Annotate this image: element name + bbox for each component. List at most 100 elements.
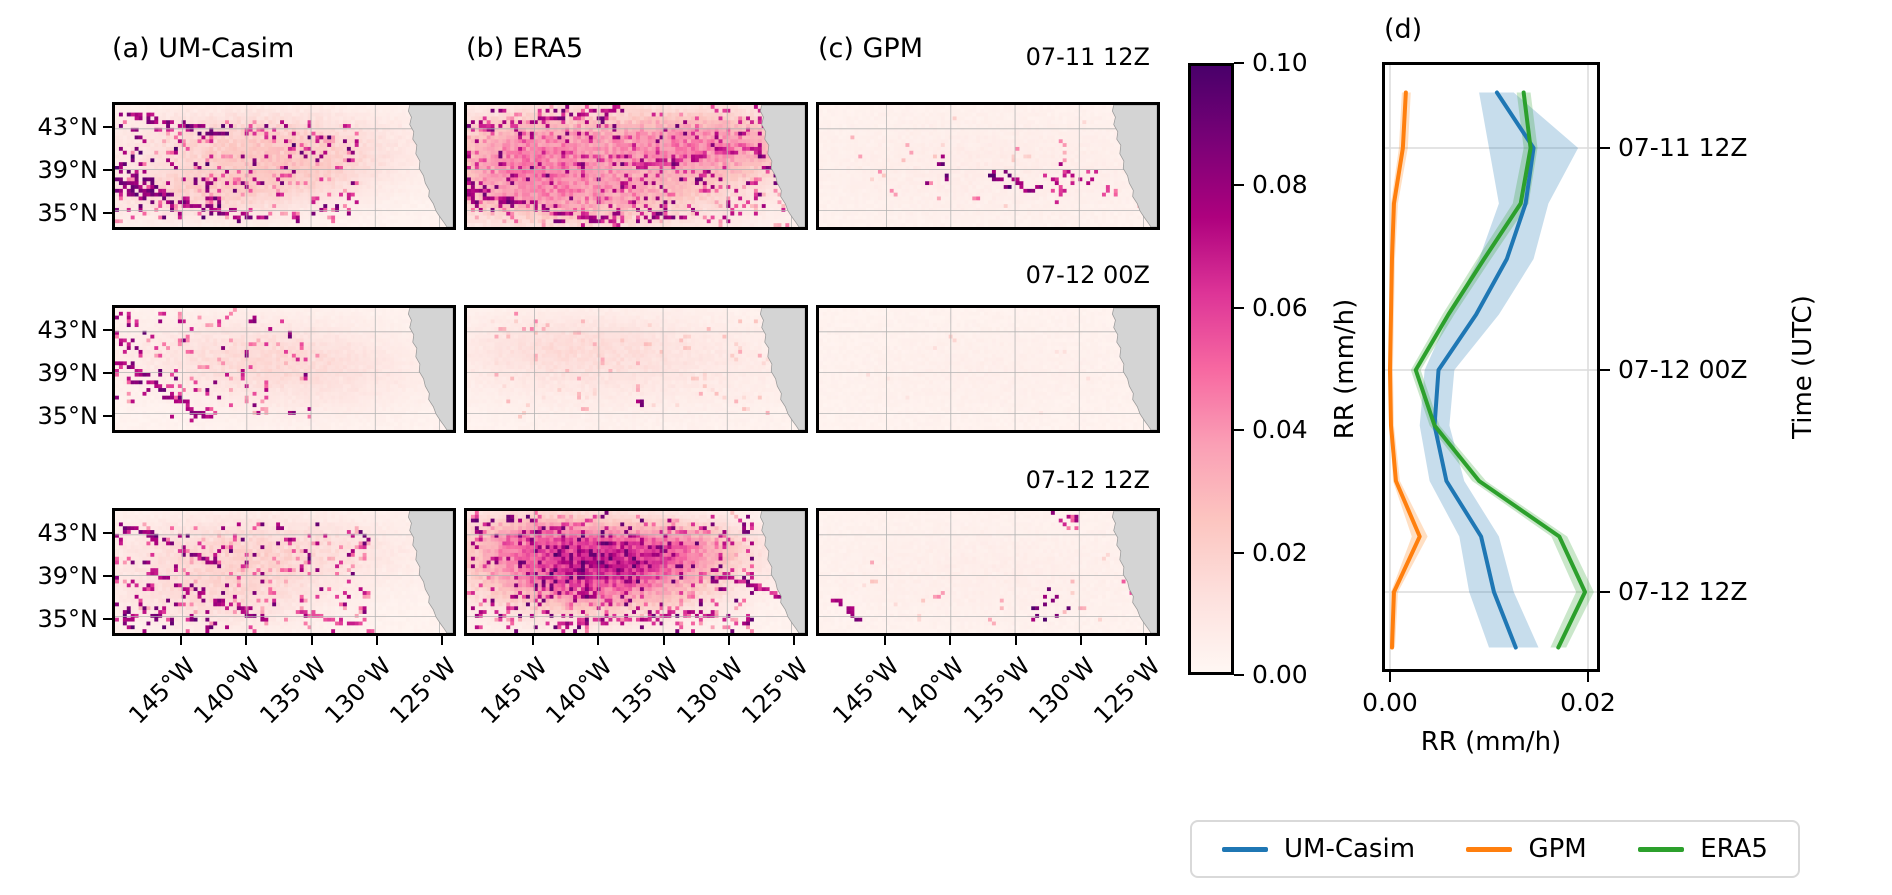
lon-tick — [793, 636, 796, 645]
lat-tick — [103, 414, 112, 417]
panel-d-ylabel: Time (UTC) — [1788, 295, 1818, 439]
map-panel-a-row1 — [112, 102, 456, 230]
panel-d-y-tick-label: 07-11 12Z — [1618, 133, 1748, 162]
precipitation-map-canvas — [467, 308, 805, 430]
colorbar-tick — [1234, 184, 1244, 187]
precipitation-map-canvas — [467, 511, 805, 633]
colorbar-tick — [1234, 551, 1244, 554]
colorbar-tick — [1234, 674, 1244, 676]
lat-tick-label: 39°N — [37, 358, 99, 387]
legend-entry-UM-Casim: UM-Casim — [1222, 834, 1415, 864]
colorbar-label: RR (mm/h) — [1330, 298, 1360, 440]
lat-tick — [103, 168, 112, 171]
lon-tick — [531, 636, 534, 645]
row-1-time-label: 07-11 12Z — [1025, 43, 1150, 71]
panel-d-x-tick — [1389, 672, 1391, 682]
map-panel-a-row2 — [112, 305, 456, 433]
lon-tick — [375, 636, 378, 645]
precipitation-map-canvas — [467, 105, 805, 227]
lat-tick — [103, 617, 112, 620]
precipitation-map-canvas — [115, 308, 453, 430]
panel-d-y-tick-label: 07-12 12Z — [1618, 577, 1748, 606]
colorbar-tick-label: 0.00 — [1252, 660, 1308, 689]
panel-a-title: (a) UM-Casim — [112, 33, 295, 64]
lat-tick — [103, 125, 112, 128]
lon-tick — [597, 636, 600, 645]
legend-entry-GPM: GPM — [1466, 834, 1587, 864]
lon-tick — [949, 636, 952, 645]
colorbar-tick-label: 0.08 — [1252, 170, 1308, 200]
map-panel-c-row3 — [816, 508, 1160, 636]
map-panel-c-row1 — [816, 102, 1160, 230]
lon-tick — [1079, 636, 1082, 645]
row-2-time-label: 07-12 00Z — [1025, 261, 1150, 289]
map-panel-c-row2 — [816, 305, 1160, 433]
uncertainty-band-UM-Casim — [1419, 92, 1579, 648]
colorbar-tick-label: 0.04 — [1252, 415, 1308, 445]
panel-d-plot — [1382, 62, 1600, 672]
colorbar — [1188, 63, 1234, 675]
legend-entry-label: GPM — [1528, 834, 1587, 864]
lat-tick-label: 35°N — [37, 401, 99, 430]
precipitation-map-canvas — [819, 105, 1157, 227]
legend-line-sample — [1222, 846, 1268, 852]
colorbar-tick-label: 0.02 — [1252, 537, 1308, 567]
lat-tick — [103, 211, 112, 214]
lat-tick — [103, 371, 112, 374]
lon-tick — [727, 636, 730, 645]
lat-tick-label: 43°N — [37, 315, 99, 344]
lon-tick — [441, 636, 444, 645]
lat-tick-label: 35°N — [37, 198, 99, 227]
lat-tick — [103, 531, 112, 534]
map-panel-b-row3 — [464, 508, 808, 636]
lat-tick-label: 35°N — [37, 604, 99, 633]
legend-entry-ERA5: ERA5 — [1638, 834, 1768, 864]
map-panel-b-row1 — [464, 102, 808, 230]
map-panel-a-row3 — [112, 508, 456, 636]
lon-tick — [179, 636, 182, 645]
precipitation-map-canvas — [819, 308, 1157, 430]
lat-tick-label: 43°N — [37, 518, 99, 547]
precipitation-map-canvas — [819, 511, 1157, 633]
panel-d-title: (d) — [1384, 14, 1423, 45]
series-line-UM-Casim — [1432, 90, 1536, 650]
panel-d-x-tick — [1587, 672, 1589, 682]
colorbar-tick-label: 0.06 — [1252, 292, 1308, 322]
lat-tick-label: 39°N — [37, 155, 99, 184]
legend: UM-Casim GPM ERA5 — [1190, 820, 1800, 878]
legend-entry-label: ERA5 — [1700, 834, 1768, 864]
colorbar-tick — [1234, 306, 1244, 309]
lon-tick — [883, 636, 886, 645]
panel-d-y-tick — [1600, 369, 1610, 371]
panel-d-x-tick-label: 0.00 — [1362, 688, 1418, 717]
colorbar-tick — [1234, 429, 1244, 432]
panel-d-y-tick — [1600, 591, 1610, 593]
legend-entry-label: UM-Casim — [1284, 834, 1416, 864]
panel-b-title: (b) ERA5 — [466, 33, 584, 64]
lon-tick — [245, 636, 248, 645]
lat-tick — [103, 328, 112, 331]
lon-tick — [1145, 636, 1148, 645]
precipitation-map-canvas — [115, 511, 453, 633]
series-line-ERA5 — [1413, 90, 1588, 650]
lat-tick-label: 39°N — [37, 561, 99, 590]
lon-tick — [310, 636, 313, 645]
lon-tick — [662, 636, 665, 645]
panel-d-x-tick-label: 0.02 — [1560, 688, 1616, 717]
colorbar-tick — [1234, 62, 1244, 64]
panel-d-xlabel: RR (mm/h) — [1420, 727, 1562, 757]
map-panel-b-row2 — [464, 305, 808, 433]
legend-line-sample — [1466, 846, 1513, 852]
panel-c-title: (c) GPM — [818, 33, 923, 64]
panel-d-y-tick — [1600, 147, 1610, 149]
panel-d-y-tick-label: 07-12 00Z — [1618, 355, 1748, 384]
lat-tick — [103, 574, 112, 577]
colorbar-tick-label: 0.10 — [1252, 48, 1308, 77]
row-3-time-label: 07-12 12Z — [1025, 466, 1150, 494]
legend-line-sample — [1638, 846, 1685, 852]
lon-tick — [1014, 636, 1017, 645]
precipitation-map-canvas — [115, 105, 453, 227]
lat-tick-label: 43°N — [37, 112, 99, 141]
series-line-GPM — [1388, 90, 1422, 650]
